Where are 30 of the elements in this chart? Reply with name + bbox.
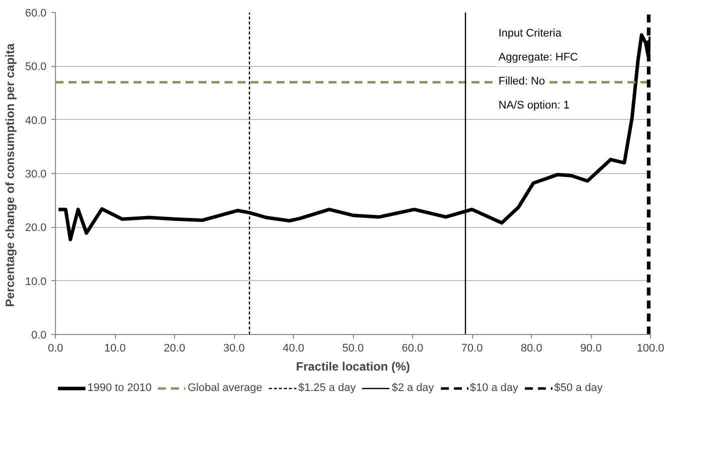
x-tick-label: 20.0	[164, 342, 186, 354]
x-tick-label: 40.0	[282, 342, 304, 354]
x-tick-label: 50.0	[342, 342, 364, 354]
legend-label: $50 a day	[554, 382, 603, 394]
y-axis-title: Percentage change of consumption per capita	[3, 43, 18, 307]
y-tick-label: 20.0	[25, 222, 47, 234]
y-tick-label: 60.0	[25, 8, 47, 20]
x-tick-label: 70.0	[461, 342, 483, 354]
annotation: Aggregate: HFC	[498, 52, 578, 64]
y-tick-label: 30.0	[25, 168, 47, 180]
legend-label: 1990 to 2010	[87, 382, 152, 394]
annotation: Filled: No	[498, 76, 545, 88]
y-tick-label: 10.0	[25, 276, 47, 288]
x-tick-label: 100.0	[636, 342, 664, 354]
x-axis-title: Fractile location (%)	[296, 360, 410, 374]
legend-label: Global average	[188, 382, 262, 394]
y-tick-label: 0.0	[31, 330, 47, 342]
x-tick-label: 60.0	[402, 342, 424, 354]
legend-label: $2 a day	[392, 382, 434, 394]
legend-label: $1.25 a day	[298, 382, 356, 394]
x-tick-label: 10.0	[104, 342, 126, 354]
y-tick-label: 50.0	[25, 61, 47, 74]
x-tick-label: 90.0	[580, 342, 602, 354]
x-tick-label: 0.0	[48, 342, 64, 354]
legend-label: $10 a day	[470, 382, 518, 394]
annotation: Input Criteria	[498, 28, 562, 40]
x-tick-label: 80.0	[520, 342, 542, 354]
y-tick-label: 40.0	[25, 114, 47, 127]
x-tick-label: 30.0	[223, 342, 245, 354]
annotation: NA/S option: 1	[498, 100, 570, 112]
